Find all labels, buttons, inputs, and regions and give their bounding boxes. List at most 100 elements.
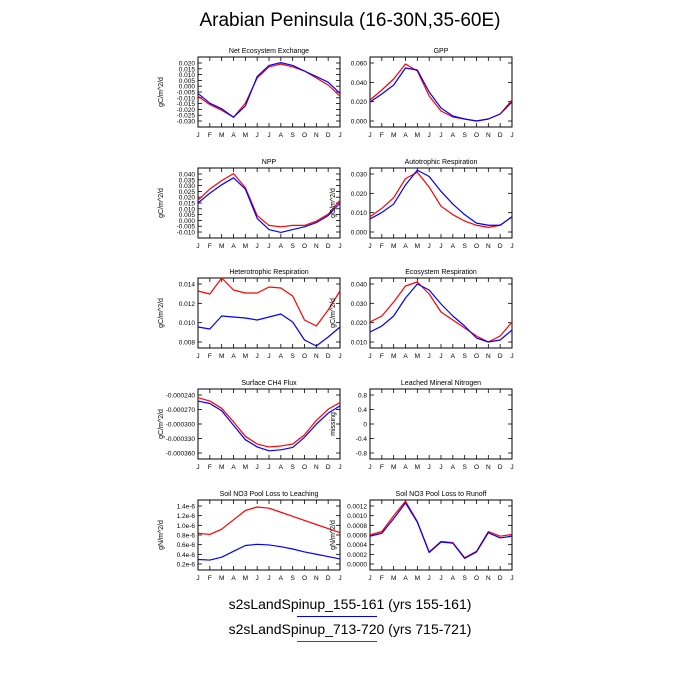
panel-title: Soil NO3 Pool Loss to Leaching xyxy=(220,491,319,498)
x-tick-label: S xyxy=(462,132,467,139)
x-tick-label: F xyxy=(380,132,384,139)
x-tick-label: M xyxy=(391,243,396,250)
x-tick-label: J xyxy=(196,353,199,360)
x-tick-label: D xyxy=(498,132,503,139)
y-tick-label: 0.0006 xyxy=(347,533,367,540)
panel-title: GPP xyxy=(434,48,449,55)
x-tick-label: J xyxy=(196,132,199,139)
x-tick-label: S xyxy=(462,243,467,250)
y-tick-label: -0.000300 xyxy=(166,422,196,429)
panel-7: Surface CH4 Flux gC/m^2/d -0.000240 -0.0002… xyxy=(158,380,342,471)
x-tick-label: M xyxy=(415,353,420,360)
x-tick-label: M xyxy=(415,243,420,250)
series-line-blue xyxy=(197,177,341,233)
x-tick-label: J xyxy=(256,464,259,471)
x-tick-label: A xyxy=(451,132,456,139)
x-tick-label: M xyxy=(243,575,248,582)
x-tick-label: J xyxy=(256,575,259,582)
x-tick-label: D xyxy=(498,353,503,360)
y-tick-label: 0.8e-6 xyxy=(177,533,196,540)
y-tick-label: 0.000 xyxy=(179,218,196,225)
x-tick-label: A xyxy=(403,464,408,471)
x-tick-label: F xyxy=(208,132,212,139)
x-tick-label: M xyxy=(243,353,248,360)
y-tick-label: 0.4e-6 xyxy=(177,552,196,559)
y-axis-label: gC/m^2/d xyxy=(330,188,337,218)
x-tick-label: J xyxy=(510,464,513,471)
x-tick-label: M xyxy=(391,132,396,139)
plot-frame xyxy=(369,388,513,460)
panel-title: Surface CH4 Flux xyxy=(241,380,297,387)
x-tick-label: F xyxy=(208,575,212,582)
panel-3: NPPgC/m^2/d0.0400.0350.0300.0250.0200.01… xyxy=(158,159,342,250)
x-tick-label: D xyxy=(326,464,331,471)
x-tick-label: J xyxy=(510,575,513,582)
y-tick-label: -0.005 xyxy=(177,90,196,97)
panel-9: Soil NO3 Pool Loss to Leaching gN/m^2/d 1.… xyxy=(158,491,342,582)
y-tick-label: 0.015 xyxy=(179,66,196,73)
x-tick-label: D xyxy=(326,575,331,582)
x-tick-label: D xyxy=(498,464,503,471)
x-tick-label: S xyxy=(290,243,295,250)
x-tick-label: N xyxy=(314,353,319,360)
y-tick-label: 0.020 xyxy=(351,320,368,327)
x-tick-label: S xyxy=(290,132,295,139)
plot-frame xyxy=(197,167,341,239)
plot-frame xyxy=(369,56,513,128)
x-tick-label: A xyxy=(403,353,408,360)
x-tick-label: J xyxy=(510,132,513,139)
panel-4: Autotrophic Respiration gC/m^2/d 0.030 0.02… xyxy=(330,159,514,250)
y-tick-label: 0.6e-6 xyxy=(177,542,196,549)
y-tick-label: 0.000 xyxy=(351,119,368,126)
x-tick-label: A xyxy=(279,243,284,250)
y-tick-label: 0.000 xyxy=(179,84,196,91)
panel-10: Soil NO3 Pool Loss to Runoff gN/m^2/d 0.00… xyxy=(330,491,514,582)
x-tick-label: O xyxy=(474,243,479,250)
x-tick-label: A xyxy=(279,132,284,139)
page-title: Arabian Peninsula (16-30N,35-60E) xyxy=(199,10,501,31)
x-tick-label: A xyxy=(231,132,236,139)
y-tick-label: 0.4 xyxy=(358,407,367,414)
y-axis-label: gC/m^2/d xyxy=(158,77,165,107)
x-tick-label: J xyxy=(428,464,431,471)
y-tick-label: -0.020 xyxy=(177,107,196,114)
y-tick-label: 0.060 xyxy=(351,61,368,68)
panel-1: Net Ecosystem Exchange gC/m^2/d 0.0200.015… xyxy=(158,48,342,139)
series-line-red xyxy=(197,173,341,228)
x-tick-label: J xyxy=(368,575,371,582)
x-tick-label: D xyxy=(326,243,331,250)
y-tick-label: 1.2e-6 xyxy=(177,513,196,520)
x-tick-label: J xyxy=(267,353,270,360)
panel-title: Autotrophic Respiration xyxy=(405,159,478,166)
x-tick-label: D xyxy=(326,132,331,139)
x-tick-label: A xyxy=(279,353,284,360)
x-tick-label: J xyxy=(196,243,199,250)
plot-frame xyxy=(369,499,513,571)
legend-entry-2: s2sLandSpinup_713-720 (yrs 715-721) xyxy=(228,621,472,637)
x-tick-label: S xyxy=(462,353,467,360)
y-tick-label: -0.010 xyxy=(177,95,196,102)
x-tick-label: J xyxy=(256,132,259,139)
x-tick-label: A xyxy=(403,243,408,250)
series-line-blue xyxy=(369,283,513,343)
x-tick-label: O xyxy=(474,132,479,139)
series-line-blue xyxy=(369,502,513,559)
x-tick-label: M xyxy=(415,575,420,582)
x-tick-label: N xyxy=(486,464,491,471)
x-tick-label: M xyxy=(219,243,224,250)
x-tick-label: O xyxy=(302,575,307,582)
x-tick-label: F xyxy=(380,243,384,250)
y-tick-label: 0.0000 xyxy=(347,562,367,569)
x-tick-label: A xyxy=(279,575,284,582)
x-tick-label: M xyxy=(415,132,420,139)
y-tick-label: -0.000360 xyxy=(166,451,196,458)
x-tick-label: O xyxy=(302,464,307,471)
x-tick-label: F xyxy=(380,464,384,471)
y-tick-label: -0.000330 xyxy=(166,436,196,443)
x-tick-label: N xyxy=(314,243,319,250)
x-tick-label: S xyxy=(462,575,467,582)
x-tick-label: J xyxy=(267,243,270,250)
x-tick-label: O xyxy=(474,353,479,360)
x-tick-label: A xyxy=(451,353,456,360)
x-tick-label: S xyxy=(290,353,295,360)
